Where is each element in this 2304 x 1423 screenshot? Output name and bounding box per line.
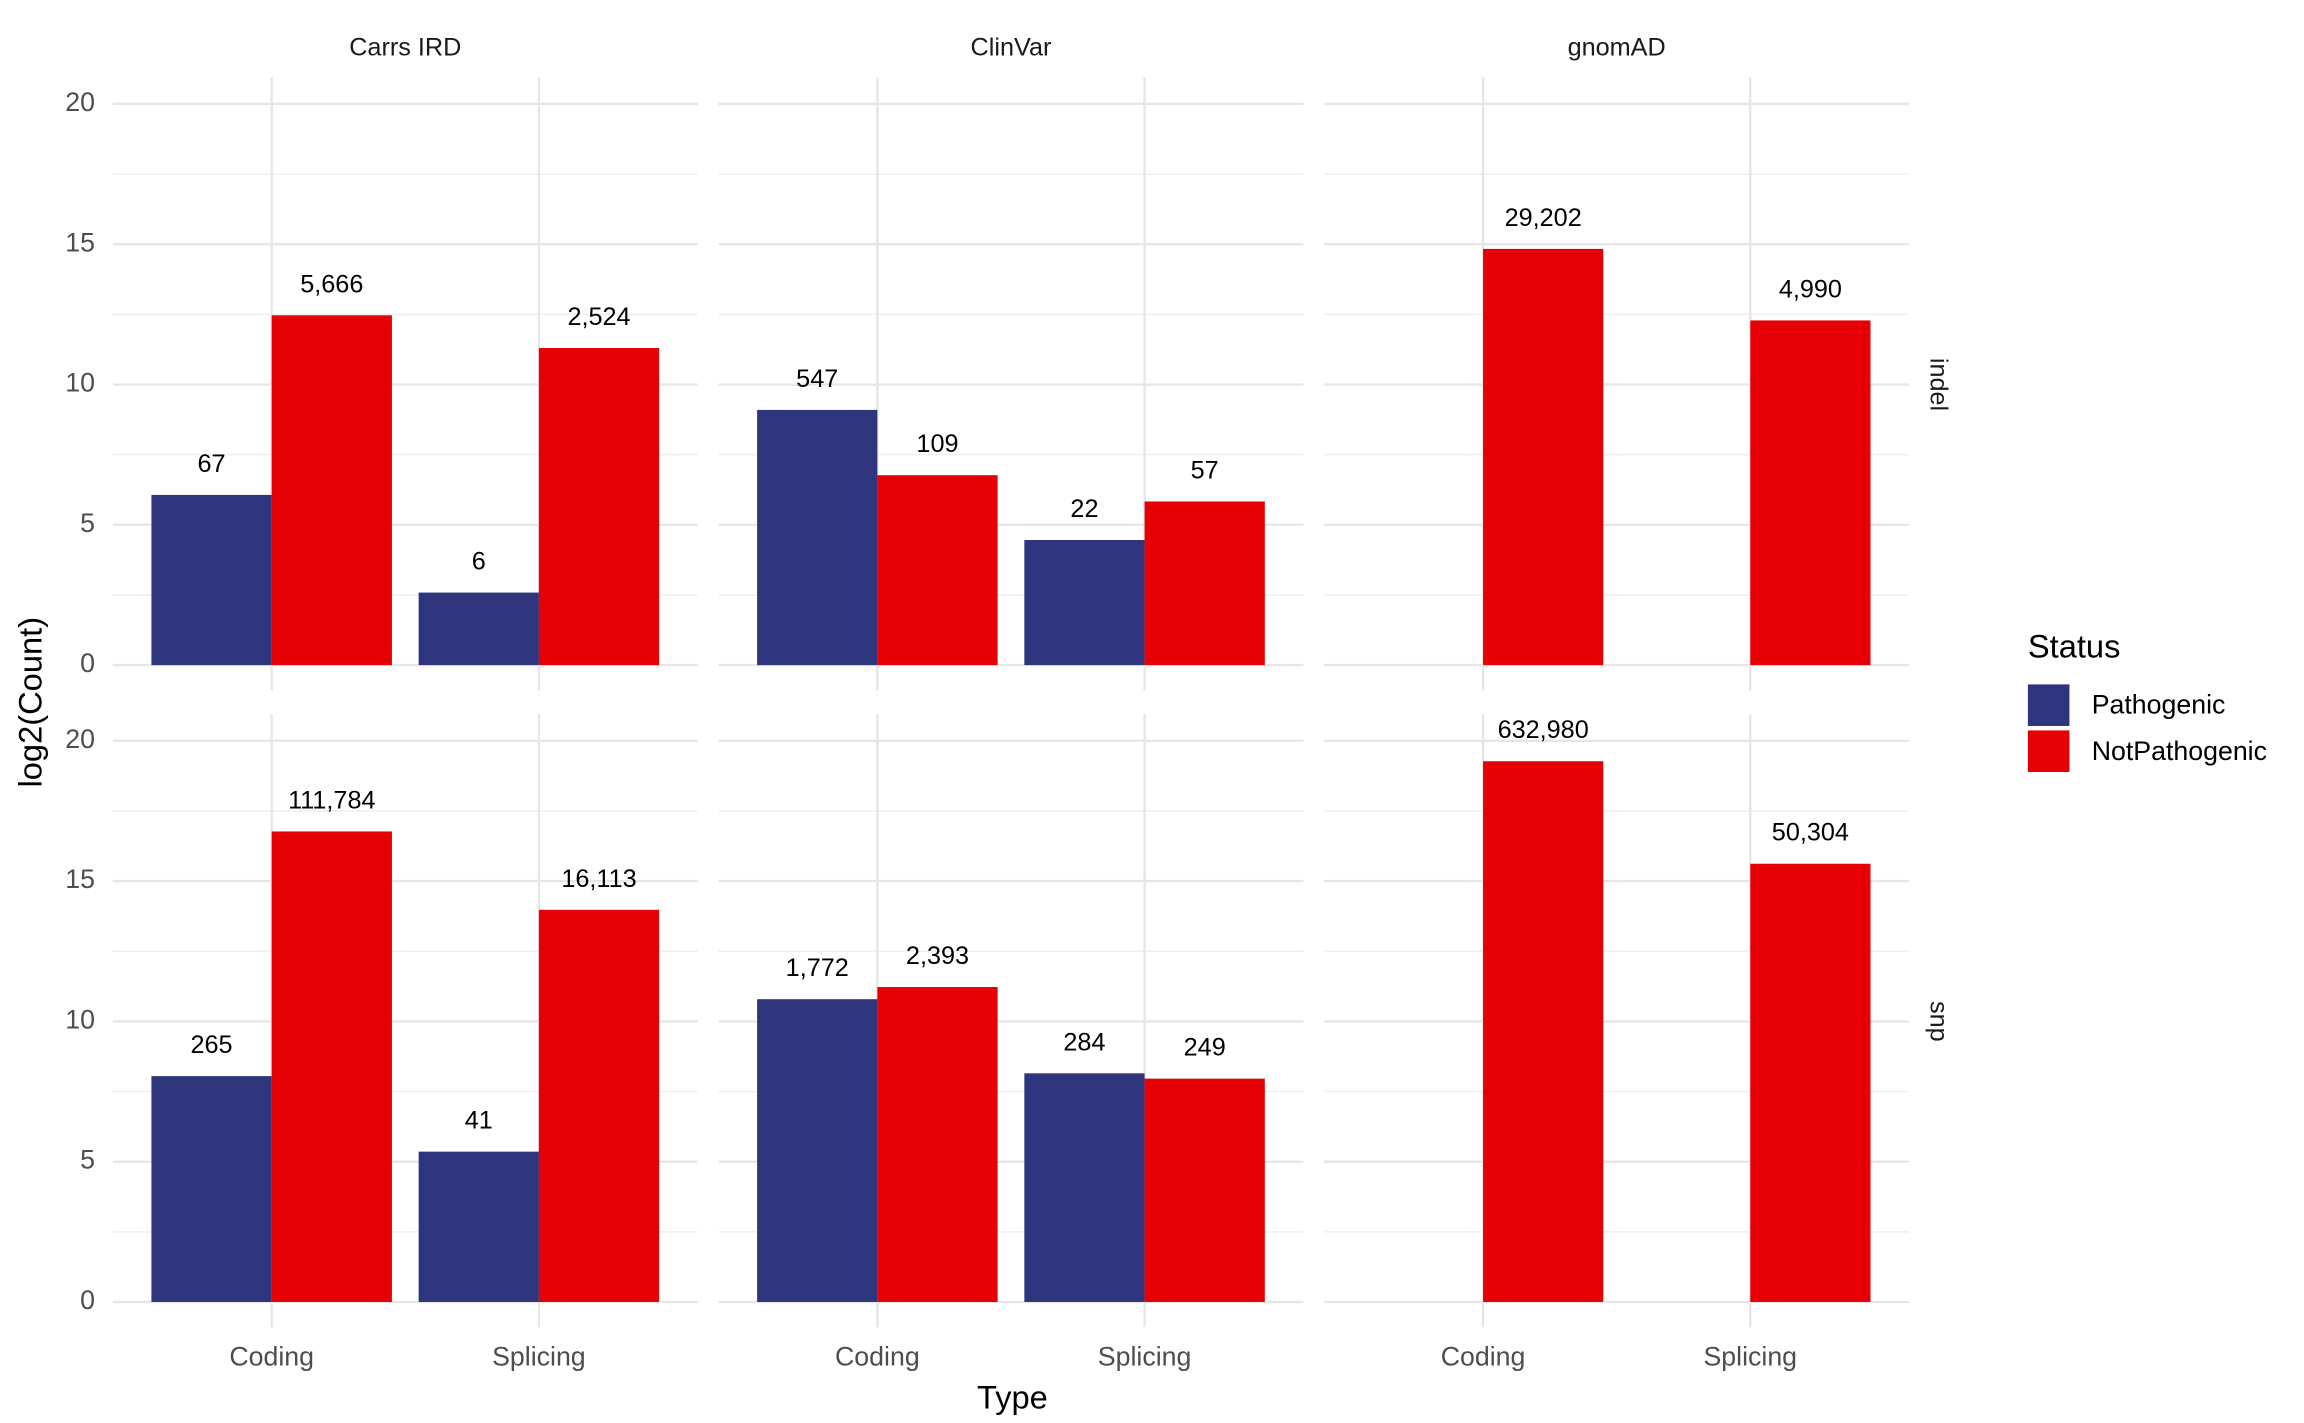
value-label: 16,113 [561,865,636,893]
facet-column-label: gnomAD [1568,34,1666,62]
y-tick-label: 10 [65,1004,95,1034]
bar [1024,539,1145,666]
bar [1144,1078,1265,1302]
bar [757,999,878,1302]
value-label: 632,980 [1498,716,1589,744]
bar [538,348,660,666]
bar [271,831,392,1302]
y-axis-title: log2(Count) [11,617,48,788]
bar [1483,248,1604,666]
value-label: 41 [465,1107,493,1135]
value-label: 547 [796,365,838,393]
bar [1750,863,1871,1302]
y-tick-label: 15 [65,864,95,894]
y-tick-label: 20 [65,87,95,117]
value-label: 29,202 [1505,204,1582,232]
bar [538,909,660,1302]
y-tick-label: 5 [80,508,95,538]
y-tick-label: 15 [65,227,95,257]
bar [877,987,998,1302]
value-label: 249 [1184,1034,1226,1062]
x-tick-label: Splicing [1703,1341,1797,1371]
value-label: 1,772 [786,954,849,982]
bar [1024,1073,1145,1302]
y-tick-label: 20 [65,724,95,754]
bar [1144,501,1265,666]
facet-row-label: indel [1925,358,1953,411]
value-label: 2,393 [906,942,969,970]
value-label: 67 [198,450,226,478]
value-label: 284 [1063,1028,1105,1056]
y-tick-label: 0 [80,1285,95,1315]
legend-swatch [2027,730,2070,772]
bar [151,494,272,666]
value-label: 111,784 [288,786,375,814]
facet-row-label: snp [1925,1001,1953,1042]
value-label: 2,524 [567,303,630,331]
x-tick-label: Coding [835,1341,920,1371]
bar [757,409,878,666]
bar [418,592,539,666]
bar [1483,761,1604,1302]
x-axis-title: Type [977,1379,1048,1416]
value-label: 265 [191,1031,233,1059]
bar [271,315,392,666]
value-label: 22 [1070,495,1098,523]
x-tick-label: Splicing [492,1341,586,1371]
bar [1750,320,1871,666]
bar [418,1151,539,1302]
legend-title: Status [2028,627,2121,664]
y-tick-label: 0 [80,648,95,678]
legend-label: NotPathogenic [2092,736,2267,766]
value-label: 109 [916,430,958,458]
value-label: 4,990 [1779,275,1842,303]
facet-column-label: Carrs IRD [349,34,461,62]
facet-column-label: ClinVar [971,34,1052,62]
x-tick-label: Coding [1441,1341,1526,1371]
value-label: 57 [1191,456,1219,484]
x-tick-label: Coding [229,1341,314,1371]
legend-label: Pathogenic [2092,690,2226,720]
y-tick-label: 10 [65,368,95,398]
value-label: 6 [472,548,486,576]
bar [151,1076,272,1302]
value-label: 5,666 [300,270,363,298]
y-tick-label: 5 [80,1145,95,1175]
value-label: 50,304 [1772,819,1849,847]
legend-swatch [2027,684,2070,726]
bar [877,475,998,666]
x-tick-label: Splicing [1098,1341,1192,1371]
